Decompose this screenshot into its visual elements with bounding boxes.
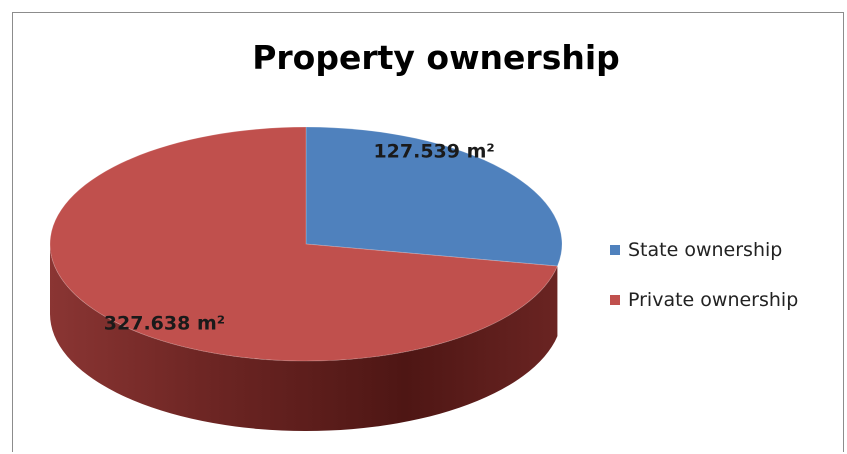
- legend-label-state: State ownership: [628, 239, 783, 261]
- data-label-private: 327.638 m²: [104, 313, 225, 335]
- legend-item-private: Private ownership: [610, 288, 798, 312]
- legend: State ownership Private ownership: [610, 238, 798, 338]
- chart-title: Property ownership: [252, 38, 620, 77]
- pie-slice-state: [305, 126, 563, 267]
- legend-swatch-private: [610, 295, 620, 305]
- pie-slice-private: [49, 126, 558, 362]
- legend-swatch-state: [610, 245, 620, 255]
- pie-side-private: [49, 244, 558, 432]
- data-label-state: 127.539 m²: [373, 140, 494, 162]
- legend-label-private: Private ownership: [628, 289, 799, 311]
- legend-item-state: State ownership: [610, 238, 798, 262]
